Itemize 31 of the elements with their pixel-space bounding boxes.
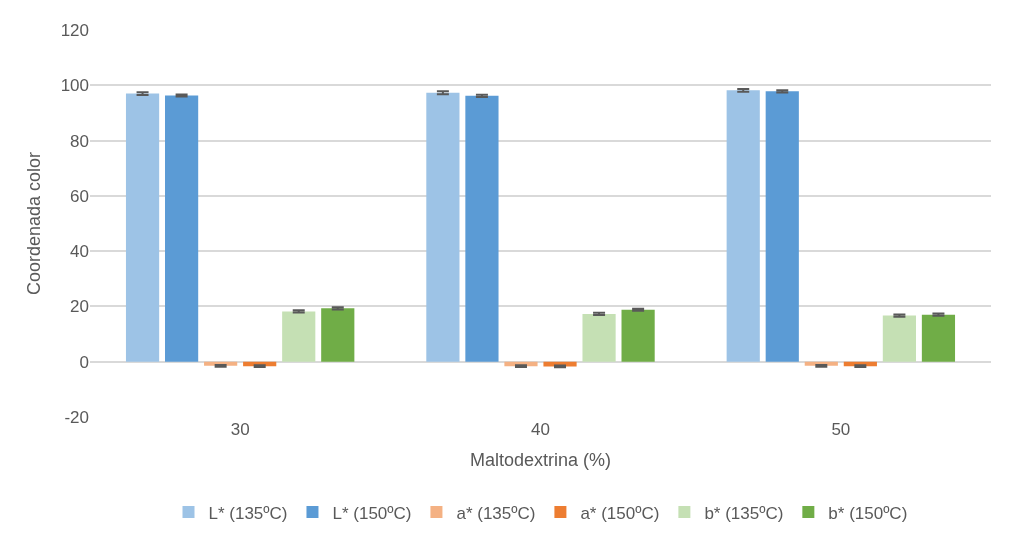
bar [426, 92, 460, 362]
y-axis-title: Coordenada color [23, 151, 44, 296]
y-tick-label: 0 [79, 352, 89, 372]
bar [765, 91, 799, 362]
x-axis-title: Maltodextrina (%) [469, 450, 612, 471]
y-tick-label: 60 [70, 186, 89, 206]
legend-label: a* (150ºC) [580, 503, 660, 523]
bar [465, 95, 499, 362]
legend-label: b* (135ºC) [704, 503, 784, 523]
x-tick-label: 40 [531, 420, 550, 439]
y-tick-label: 120 [60, 20, 89, 40]
bar [125, 93, 160, 362]
bar [921, 314, 956, 362]
bar [282, 311, 316, 362]
x-tick-label: 30 [230, 420, 250, 439]
y-tick-label: 20 [70, 297, 89, 317]
bar [321, 308, 355, 362]
bar [165, 95, 199, 362]
legend-label: a* (135ºC) [456, 503, 536, 523]
bar [582, 313, 616, 362]
y-tick-label: 80 [70, 131, 89, 151]
bar [621, 309, 655, 362]
y-tick-label: -20 [64, 407, 89, 427]
y-tick-label: 100 [60, 76, 89, 96]
legend-label: b* (150ºC) [828, 503, 908, 523]
legend-label: L* (135ºC) [208, 503, 288, 523]
legend-label: L* (150ºC) [332, 503, 412, 523]
bar [726, 90, 760, 362]
bar [882, 315, 916, 362]
x-tick-label: 50 [831, 420, 851, 439]
y-tick-label: 40 [70, 242, 89, 262]
